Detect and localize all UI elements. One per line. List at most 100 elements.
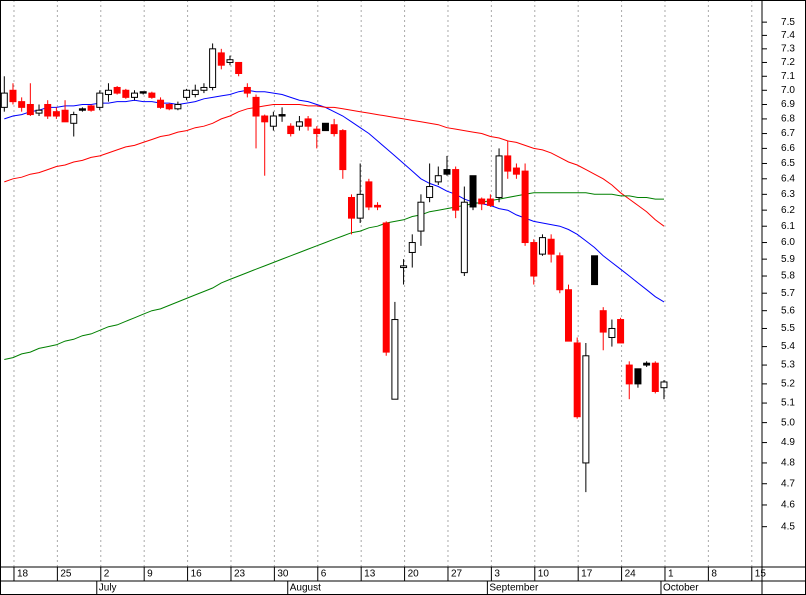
- candle-body: [70, 114, 78, 124]
- candle-body: [634, 368, 642, 385]
- y-tick-label: 7.3: [781, 43, 795, 54]
- candle-body: [486, 198, 494, 206]
- candle-body: [356, 193, 364, 219]
- candle-body: [295, 121, 303, 127]
- candle-body: [235, 61, 243, 74]
- candle-body: [321, 122, 329, 132]
- y-tick-label: 5.3: [781, 360, 795, 371]
- month-label: October: [663, 583, 699, 594]
- candle-body: [330, 124, 338, 135]
- candle-body: [495, 155, 503, 198]
- month-label: September: [489, 583, 539, 594]
- y-tick-label: 6.1: [781, 221, 795, 232]
- candle-body: [191, 89, 199, 96]
- candle-body: [157, 99, 165, 108]
- candle-body: [0, 92, 8, 108]
- candle-body: [148, 92, 156, 98]
- y-tick-label: 5.7: [781, 288, 795, 299]
- candle-body: [478, 198, 486, 205]
- x-tick-label: 8: [711, 569, 717, 580]
- x-tick-label: 30: [277, 569, 289, 580]
- candle-body: [139, 91, 147, 94]
- candle-body: [35, 109, 43, 114]
- y-tick-label: 6.0: [781, 237, 795, 248]
- y-tick-label: 6.5: [781, 158, 795, 169]
- y-tick-label: 6.3: [781, 189, 795, 200]
- y-tick-label: 5.8: [781, 271, 795, 282]
- month-label: July: [99, 583, 117, 594]
- x-tick-label: 24: [625, 569, 637, 580]
- x-tick-label: 27: [451, 569, 463, 580]
- candle-body: [382, 222, 390, 353]
- x-tick-label: 20: [408, 569, 420, 580]
- candle-body: [565, 289, 572, 342]
- candle-body: [391, 319, 399, 400]
- x-tick-label: 18: [17, 569, 29, 580]
- candle-body: [113, 86, 121, 94]
- x-tick-label: 3: [494, 569, 500, 580]
- candle-body: [287, 125, 295, 135]
- x-tick-label: 2: [104, 569, 110, 580]
- candle-body: [200, 86, 208, 91]
- candle-body: [226, 59, 234, 63]
- candle-body: [9, 89, 17, 103]
- candle-body: [582, 355, 590, 464]
- y-tick-label: 4.8: [781, 458, 795, 469]
- candle-body: [469, 175, 477, 208]
- candle-body: [261, 115, 269, 123]
- y-tick-label: 6.8: [781, 114, 795, 125]
- moving-average-line: [4, 104, 665, 227]
- candle-body: [608, 327, 616, 338]
- candle-body: [400, 265, 408, 269]
- candle-body: [512, 167, 520, 175]
- candle-body: [96, 92, 104, 108]
- y-tick-label: 6.4: [781, 173, 795, 184]
- candle-body: [591, 255, 599, 286]
- x-tick-label: 17: [581, 569, 593, 580]
- candle-body: [122, 89, 130, 98]
- candle-body: [530, 242, 538, 277]
- y-tick-label: 5.0: [781, 417, 795, 428]
- candle-body: [217, 52, 225, 66]
- candle-body: [348, 196, 355, 219]
- candle-body: [573, 342, 581, 418]
- y-tick-label: 5.4: [781, 341, 795, 352]
- candle-body: [243, 86, 251, 94]
- x-tick-label: 25: [60, 569, 72, 580]
- y-tick-label: 7.4: [781, 30, 795, 41]
- y-tick-label: 5.5: [781, 323, 795, 334]
- candle-body: [183, 89, 191, 98]
- candle-body: [651, 362, 659, 393]
- candle-body: [417, 201, 425, 232]
- candle-body: [643, 362, 651, 366]
- candle-body: [165, 103, 173, 110]
- candle-body: [18, 101, 26, 108]
- candle-body: [660, 381, 668, 389]
- candle-body: [504, 155, 512, 172]
- candle-body: [104, 89, 112, 96]
- candle-body: [52, 111, 60, 117]
- candle-body: [339, 130, 347, 171]
- candle-body: [365, 181, 373, 208]
- y-tick-label: 5.9: [781, 254, 795, 265]
- y-tick-label: 5.6: [781, 305, 795, 316]
- candle-body: [174, 103, 182, 110]
- candle-body: [426, 186, 434, 198]
- candle-body: [434, 175, 442, 183]
- candle-body: [374, 204, 382, 208]
- y-tick-label: 6.9: [781, 99, 795, 110]
- candle-body: [78, 108, 86, 111]
- y-tick-label: 4.6: [781, 500, 795, 511]
- y-tick-label: 7.1: [781, 71, 795, 82]
- x-tick-label: 1: [668, 569, 674, 580]
- y-tick-label: 5.2: [781, 379, 795, 390]
- candle-body: [278, 114, 286, 117]
- candle-body: [599, 310, 607, 333]
- candle-body: [44, 103, 52, 117]
- candle-body: [617, 319, 625, 344]
- y-tick-label: 6.2: [781, 205, 795, 216]
- y-tick-label: 4.9: [781, 437, 795, 448]
- x-tick-label: 6: [321, 569, 327, 580]
- x-tick-label: 13: [364, 569, 376, 580]
- candle-body: [61, 109, 69, 123]
